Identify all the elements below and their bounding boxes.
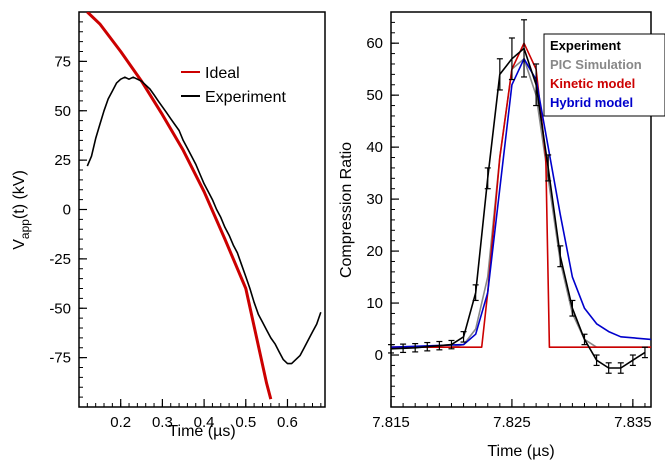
left-y-tick-label: 75 [54,53,71,70]
left-y-tick-label: 0 [63,202,71,219]
right-y-axis-title: Compression Ratio [338,142,355,278]
right-x-tick-label: 7.835 [614,414,652,431]
left-y-tick-label: -50 [49,300,71,317]
right-series [388,19,651,374]
left-ticks: 0.2 0.3 0.4 0.5 0.6 75 50 25 0 -25 -50 -75 [49,21,322,431]
left-y-tick-label: -25 [49,251,71,268]
legend-label-ideal: Ideal [205,65,240,82]
left-x-tick-label: 0.2 [110,414,131,431]
right-series-hybrid-model-line [391,58,651,348]
left-series [86,12,322,400]
left-legend: Ideal Experiment [181,65,286,106]
right-y-tick-label: 10 [366,295,383,312]
left-x-tick-label: 0.6 [277,414,298,431]
legend-label-experiment: Experiment [550,38,621,53]
left-x-tick-label: 0.3 [152,414,173,431]
left-x-tick-label: 0.4 [194,414,215,431]
left-panel: 0.2 0.3 0.4 0.5 0.6 75 50 25 0 -25 -50 -75 Time (µs… [11,11,326,440]
right-legend: Experiment PIC Simulation Kinetic model … [543,33,665,117]
right-series-pic-simulation-line [391,58,651,348]
right-ticks: 7.815 7.825 7.835 0 10 20 30 40 50 60 [366,21,652,431]
left-series-ideal-line [86,12,273,400]
left-y-axis-title: Vapp(t) (kV) [11,170,32,250]
right-y-tick-label: 60 [366,35,383,52]
right-y-tick-label: 0 [375,347,383,364]
left-y-tick-label: 25 [54,152,71,169]
right-x-tick-label: 7.815 [372,414,410,431]
left-plot-frame [78,11,326,408]
left-x-axis-title: Time (µs) [168,423,235,440]
right-y-tick-label: 40 [366,139,383,156]
right-panel: 7.815 7.825 7.835 0 10 20 30 40 50 60 Time (µs) C… [338,11,665,460]
left-y-tick-label: 50 [54,103,71,120]
right-x-tick-label: 7.825 [493,414,531,431]
left-y-tick-label: -75 [49,350,71,367]
left-x-tick-label: 0.5 [235,414,256,431]
left-series-experiment-line [86,76,322,365]
right-series-kinetic-model-line [391,42,651,348]
right-series-experiment-line [391,47,646,369]
legend-label-experiment-left: Experiment [205,89,286,106]
right-y-tick-label: 20 [366,243,383,260]
right-y-tick-label: 30 [366,191,383,208]
legend-label-kinetic-model: Kinetic model [550,76,635,91]
legend-label-hybrid-model: Hybrid model [550,95,633,110]
right-legend-box [543,33,665,117]
legend-label-pic-simulation: PIC Simulation [550,57,642,72]
right-y-tick-label: 50 [366,87,383,104]
right-x-axis-title: Time (µs) [487,443,554,460]
